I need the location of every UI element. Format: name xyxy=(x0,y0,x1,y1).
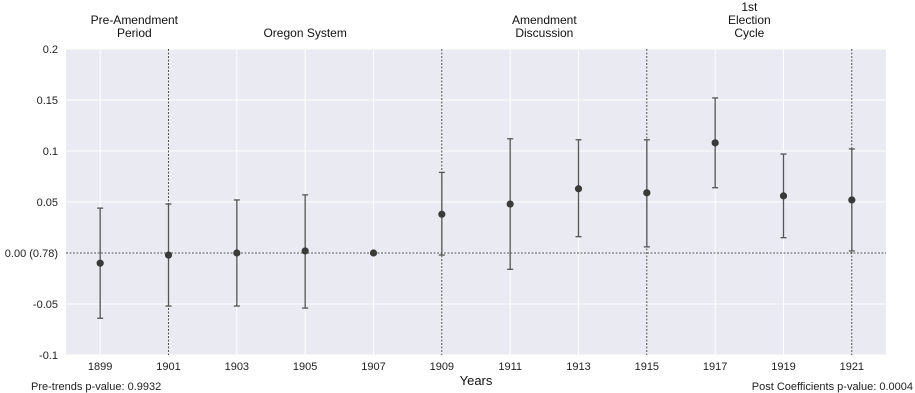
post-coefficients-note: Post Coefficients p-value: 0.0004 xyxy=(752,381,913,393)
data-point xyxy=(96,259,104,267)
period-label: 1st Election Cycle xyxy=(728,0,771,40)
data-point xyxy=(711,139,719,147)
x-tick-label: 1921 xyxy=(840,361,864,373)
x-tick-label: 1919 xyxy=(771,361,795,373)
x-tick-label: 1917 xyxy=(703,361,727,373)
data-point xyxy=(438,210,446,218)
data-point xyxy=(643,189,651,197)
data-point xyxy=(779,192,788,200)
x-tick-labels: 1899 1901 1903 1905 1907 1909 1911 1913 1915 1917… xyxy=(88,361,864,373)
data-point xyxy=(506,200,514,208)
reference-lines xyxy=(66,49,886,355)
y-tick-labels: 0.2 0.15 0.1 0.05 0.00 (0.78) -0.05 -0.1 xyxy=(5,44,58,362)
x-tick-label: 1911 xyxy=(498,361,522,373)
data-point xyxy=(301,247,309,255)
y-tick-label: -0.1 xyxy=(39,350,58,362)
x-tick-label: 1905 xyxy=(293,361,317,373)
period-label: Oregon System xyxy=(263,26,346,40)
x-tick-label: 1909 xyxy=(430,361,454,373)
period-label: Amendment Discussion xyxy=(512,13,577,40)
x-tick-label: 1901 xyxy=(156,361,180,373)
pre-trends-note: Pre-trends p-value: 0.9932 xyxy=(31,381,161,393)
x-tick-label: 1899 xyxy=(88,361,112,373)
x-axis-title: Years xyxy=(460,373,493,388)
data-point xyxy=(369,249,378,257)
x-tick-label: 1907 xyxy=(361,361,385,373)
y-tick-label: -0.05 xyxy=(33,299,58,311)
x-tick-label: 1903 xyxy=(225,361,249,373)
y-tick-label: 0.15 xyxy=(37,95,58,107)
data-point xyxy=(848,196,856,204)
y-tick-label: 0.05 xyxy=(37,197,58,209)
y-tick-label: 0.00 (0.78) xyxy=(5,248,58,260)
x-tick-label: 1913 xyxy=(566,361,590,373)
period-labels: Pre-Amendment Period Oregon System Amendmen… xyxy=(91,0,771,40)
data-points xyxy=(96,139,856,267)
data-point xyxy=(233,249,241,257)
x-tick-label: 1915 xyxy=(635,361,659,373)
data-point xyxy=(574,185,583,193)
period-label: Pre-Amendment Period xyxy=(91,13,179,40)
y-tick-label: 0.1 xyxy=(43,146,58,158)
data-point xyxy=(164,251,173,259)
y-tick-label: 0.2 xyxy=(43,44,58,56)
